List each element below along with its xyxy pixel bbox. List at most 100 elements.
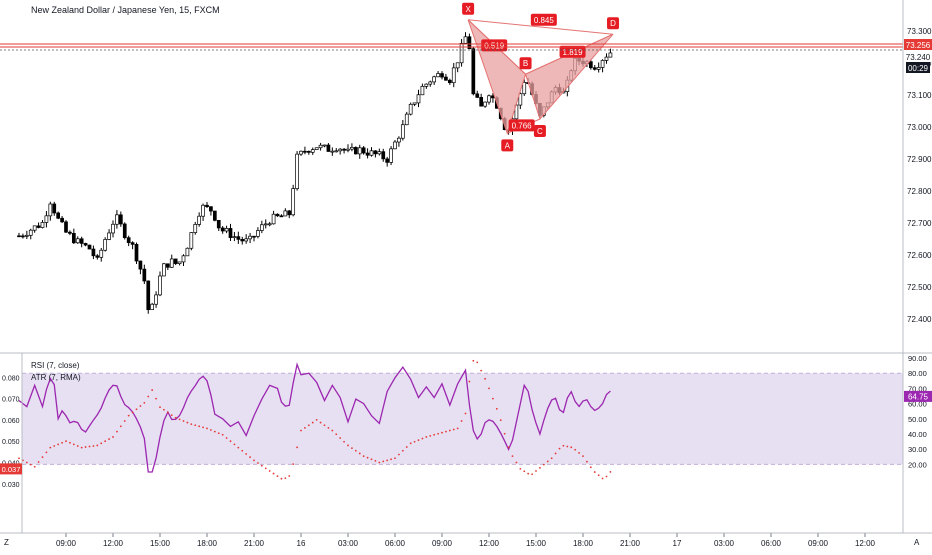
time-tick-label: 12:00 [479,539,500,548]
atr-dot [264,467,267,470]
candle-body [608,52,613,58]
candle-body [197,215,202,225]
atr-dot [280,477,283,480]
price-tick-label: 73.000 [907,123,932,132]
atr-dot [100,442,103,445]
atr-dot [186,421,189,424]
candle-body [126,237,131,243]
atr-dot [495,407,498,410]
candle-body [588,61,593,69]
candle-body [330,150,335,153]
price-tick-label: 72.400 [907,315,932,324]
candle-body [130,242,135,245]
atr-dot [433,433,436,436]
atr-dot [237,446,240,449]
atr-dot [49,446,52,449]
rsi-tick-label: 20.00 [908,460,927,469]
pattern-point-badge[interactable] [533,125,546,137]
atr-tick-label: 0.080 [2,375,20,382]
price-tick-label: 73.100 [907,91,932,100]
candle-body [283,210,288,217]
ratio-label-bg [508,119,535,132]
atr-dot [33,465,36,468]
time-tick-label: 21:00 [620,539,641,548]
candle-body [87,244,92,250]
current-price-badge-bg [904,51,932,62]
pattern-point-badge[interactable] [462,2,475,15]
atr-dot [507,446,510,449]
candle-body [150,303,155,311]
atr-dot [307,424,310,427]
atr-dot [601,477,604,480]
atr-dot [558,447,561,450]
candle-body [252,235,256,238]
candle-body [408,103,413,115]
atr-dot [499,419,502,422]
atr-dot [18,457,20,460]
candle-body [40,222,45,228]
atr-dot [327,426,330,429]
candle-body [21,235,25,238]
atr-dot [245,453,248,455]
candle-body [393,141,397,150]
candle-body [334,150,339,153]
atr-dot [61,441,63,444]
atr-dot [119,425,122,428]
candle-body [326,144,331,152]
atr-dot [492,397,494,400]
atr-dot [272,472,275,475]
candle-body [385,158,390,163]
time-tick-label: 12:00 [855,539,876,548]
candle-body [103,239,108,251]
candle-body [138,260,143,270]
candle-body [118,214,123,225]
rsi-tick-label: 70.00 [908,384,927,393]
candle-body [483,101,487,107]
price-tick-label: 73.300 [907,27,932,36]
candle-body [373,150,378,155]
pattern-point-badge[interactable] [607,17,620,30]
candle-body [428,81,433,85]
candle-body [310,149,315,153]
pattern-point-badge[interactable] [501,139,514,152]
candle-body [56,212,61,219]
atr-dot [535,470,537,472]
atr-dot [374,460,377,462]
rsi-tick-label: 40.00 [908,430,927,439]
atr-dot [539,466,541,469]
countdown-badge-bg [906,62,930,73]
high-line-badge-text: 73.256 [906,41,931,50]
ratio-label: 1.819 [563,48,584,57]
atr-dot [398,453,400,456]
atr-dot [123,420,126,422]
atr-value-badge: 0.037 [0,463,22,475]
atr-dot [468,380,471,383]
candle-body [24,234,29,237]
candle-body [451,67,456,84]
atr-dot [589,466,592,469]
candle-body [267,223,272,226]
rsi-tick-label: 90.00 [908,354,927,363]
atr-dot [437,432,439,435]
countdown-badge-text: 00:29 [908,64,929,73]
candle-body [279,215,284,218]
candle-body [17,235,21,238]
candle-body [236,236,241,240]
time-tick-label: 12:00 [103,539,124,548]
candle-body [122,223,127,239]
atr-dot [276,475,279,478]
pattern-point-label: D [610,19,616,28]
time-tick-label: 18:00 [573,539,594,548]
rsi-tick-label: 80.00 [908,369,927,378]
atr-dot [390,458,392,461]
price-tick-label: 72.600 [907,251,932,260]
harmonic-pattern[interactable]: 0.845 0.519 0.766 1.819 X A B C D [462,2,620,152]
candle-body [412,102,417,105]
candles-layer [17,32,613,314]
pattern-point-badge[interactable] [519,57,532,70]
atr-dot [593,471,596,473]
atr-dot [210,429,212,431]
pattern-leg-xd [468,19,614,35]
